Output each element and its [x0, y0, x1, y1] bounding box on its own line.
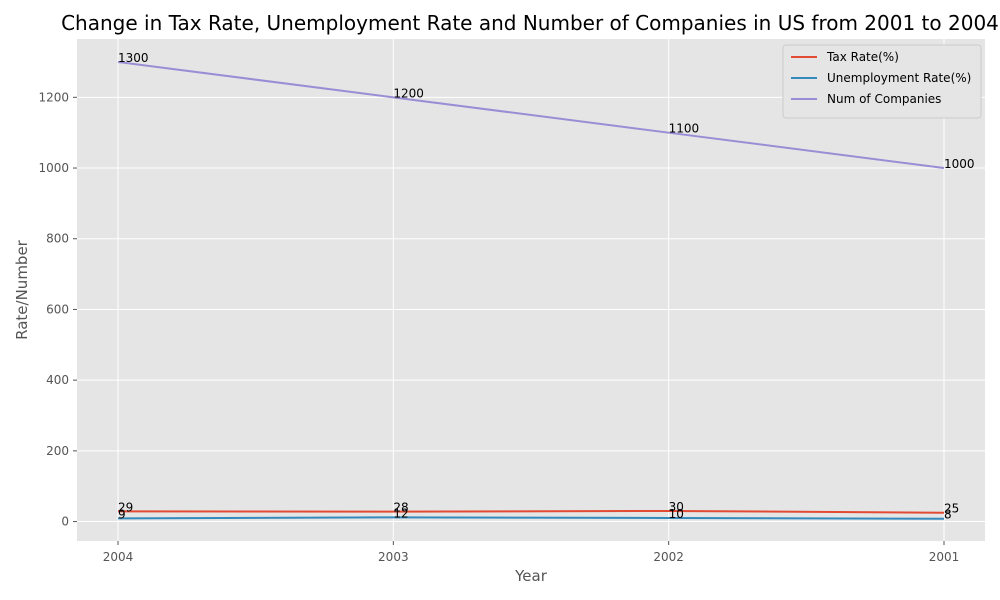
series-line-tax-rate	[117, 509, 945, 514]
data-label-unemployment-rate: 9	[118, 507, 126, 521]
data-label-tax-rate: 30	[669, 500, 684, 514]
data-label-unemployment-rate: 12	[393, 506, 408, 520]
y-tick-label: 1200	[38, 90, 69, 104]
data-label-num-of-companies: 1300	[118, 51, 149, 65]
legend-label-tax-rate: Tax Rate(%)	[826, 50, 899, 64]
data-label-tax-rate: 29	[118, 500, 133, 514]
legend-label-num-of-companies: Num of Companies	[827, 92, 941, 106]
chart-title: Change in Tax Rate, Unemployment Rate an…	[61, 11, 999, 35]
y-tick-labels: 0 200 400 600 800 1000 1200	[38, 90, 77, 529]
y-axis-label: Rate/Number	[13, 239, 31, 340]
y-tick-label: 0	[61, 515, 69, 529]
data-label-num-of-companies: 1200	[393, 86, 424, 100]
x-tick-labels: 2004 2003 2002 2001	[103, 541, 960, 564]
legend-box	[782, 44, 982, 119]
series-line-num-of-companies	[117, 60, 945, 170]
y-tick-label: 200	[46, 444, 69, 458]
x-tick-label: 2002	[653, 550, 684, 564]
y-tick-label: 600	[46, 302, 69, 316]
data-label-unemployment-rate: 10	[669, 507, 684, 521]
y-tick-label: 400	[46, 373, 69, 387]
x-axis-label: Year	[514, 567, 548, 585]
plot-area	[77, 39, 985, 541]
data-label-tax-rate: 28	[393, 501, 408, 515]
data-label-tax-rate: 25	[944, 502, 959, 516]
grid	[77, 39, 985, 541]
series-line-unemployment-rate	[117, 516, 945, 520]
data-label-unemployment-rate: 8	[944, 508, 952, 522]
x-tick-label: 2001	[929, 550, 960, 564]
y-tick-label: 800	[46, 232, 69, 246]
data-label-num-of-companies: 1000	[944, 157, 975, 171]
x-tick-label: 2004	[103, 550, 134, 564]
data-label-num-of-companies: 1100	[669, 122, 700, 136]
series-lines	[117, 60, 945, 520]
y-tick-label: 1000	[38, 161, 69, 175]
legend: Tax Rate(%) Unemployment Rate(%) Num of Co…	[782, 44, 982, 119]
data-labels: 29 28 30 25 9 12 10 8 1300 1200 1100 1000	[118, 51, 975, 522]
legend-label-unemployment-rate: Unemployment Rate(%)	[827, 71, 971, 85]
x-tick-label: 2003	[378, 550, 409, 564]
